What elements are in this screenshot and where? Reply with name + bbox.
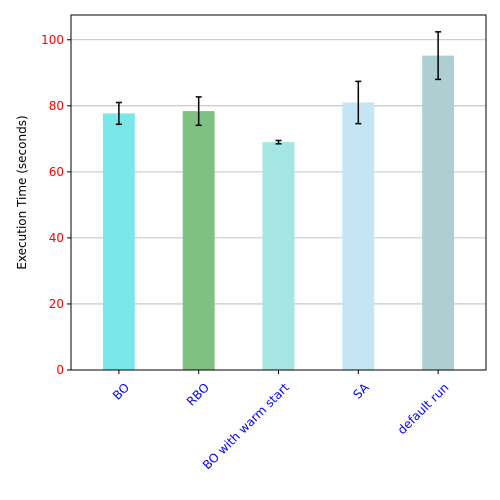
x-tick-label: default run <box>395 380 452 437</box>
bars <box>102 55 455 371</box>
y-tick-label: 40 <box>49 231 64 245</box>
x-tick-label: BO <box>110 380 132 402</box>
x-tick-label: SA <box>350 380 372 402</box>
y-axis-label: Execution Time (seconds) <box>15 115 29 269</box>
y-tick-label: 0 <box>56 363 64 377</box>
error-bar <box>355 80 362 125</box>
bar <box>182 111 215 371</box>
bar <box>102 113 135 370</box>
error-bar <box>435 31 442 81</box>
y-tick-label: 60 <box>49 165 64 179</box>
bar <box>422 55 455 371</box>
error-bar <box>275 139 282 145</box>
error-bars <box>115 31 442 145</box>
error-bar <box>195 96 202 127</box>
bar <box>262 142 295 370</box>
error-bar <box>115 101 122 126</box>
y-tick-label: 100 <box>41 33 64 47</box>
x-tick-label: RBO <box>184 380 212 408</box>
x-tick-label: BO with warm start <box>200 380 292 472</box>
bar <box>342 102 375 370</box>
y-tick-label: 20 <box>49 297 64 311</box>
y-axis-ticks: 0 20 40 60 80 100 <box>41 33 71 377</box>
y-tick-label: 80 <box>49 99 64 113</box>
